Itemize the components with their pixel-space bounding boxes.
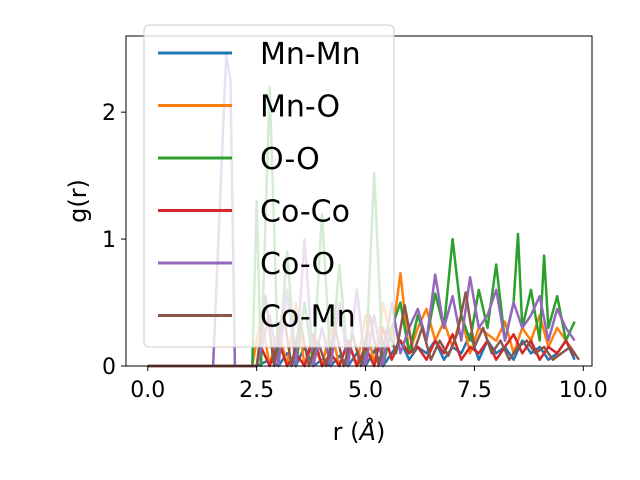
legend-label-mn-mn: Mn-Mn: [260, 37, 361, 72]
legend-label-o-o: O-O: [260, 142, 320, 177]
legend-label-co-co: Co-Co: [260, 195, 350, 230]
legend: Mn-Mn Mn-O O-O Co-Co Co-O Co-Mn: [143, 24, 395, 348]
x-tick-label: 0.0: [130, 378, 165, 403]
y-tick-label: 1: [102, 228, 116, 253]
x-axis-ticks: 0.0 2.5 5.0 7.5 10.0: [130, 366, 608, 403]
y-axis-ticks: 0 1 2: [102, 101, 126, 380]
y-tick-label: 0: [102, 355, 116, 380]
legend-label-co-o: Co-O: [260, 247, 335, 282]
x-tick-label: 10.0: [559, 378, 608, 403]
x-axis-label: r (Å): [333, 417, 386, 446]
y-axis-label: g(r): [64, 179, 92, 223]
legend-label-co-mn: Co-Mn: [260, 300, 356, 335]
x-tick-label: 5.0: [348, 378, 383, 403]
y-tick-label: 2: [102, 101, 116, 126]
x-tick-label: 7.5: [457, 378, 492, 403]
x-tick-label: 2.5: [239, 378, 274, 403]
legend-label-mn-o: Mn-O: [260, 90, 340, 125]
